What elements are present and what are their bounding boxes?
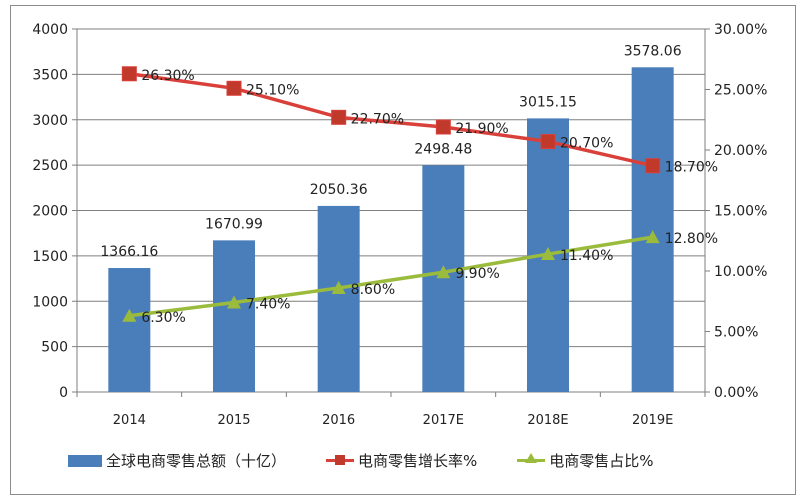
x-tick-label: 2015 (217, 413, 250, 428)
y-right-tick-label: 15.00% (714, 204, 767, 220)
square-marker (645, 158, 661, 174)
y-left-tick-label: 500 (41, 340, 68, 356)
bar-data-label: 2498.48 (414, 141, 472, 157)
y-right-tick-label: 25.00% (714, 83, 767, 99)
y-left-tick-label: 1500 (32, 249, 68, 265)
square-marker (121, 66, 137, 82)
legend-swatch-line (517, 453, 546, 463)
x-tick-label: 2017E (423, 413, 464, 428)
square-marker (435, 119, 451, 135)
series-line (129, 72, 654, 168)
y-left-tick-label: 2000 (32, 204, 68, 220)
line-data-label: 8.60% (351, 282, 395, 298)
y-right-tick-label: 30.00% (714, 22, 767, 38)
y-right-tick-label: 20.00% (714, 143, 767, 159)
x-tick-label: 2014 (113, 413, 146, 428)
legend-label: 电商零售占比% (549, 452, 654, 470)
bar-data-label: 1366.16 (100, 244, 158, 260)
line-data-label: 26.30% (141, 68, 194, 84)
legend: 全球电商零售总额（十亿） 电商零售增长率% 电商零售占比% (68, 450, 654, 471)
line-data-label: 21.90% (455, 121, 508, 137)
legend-item-growth: 电商零售增长率% (326, 450, 477, 471)
triangle-marker (331, 280, 346, 294)
line-data-label: 25.10% (246, 82, 299, 98)
triangle-marker (645, 230, 660, 244)
x-tick-label: 2016 (322, 413, 355, 428)
bar (317, 205, 360, 392)
line-data-label: 22.70% (351, 111, 404, 127)
chart-frame (10, 5, 796, 495)
line-data-label: 18.70% (665, 160, 718, 176)
y-left-tick-label: 4000 (32, 22, 68, 38)
bar (213, 240, 255, 392)
triangle-marker (541, 247, 555, 261)
legend-item-share: 电商零售占比% (517, 450, 654, 471)
bar-data-label: 1670.99 (205, 216, 263, 232)
triangle-marker (122, 308, 137, 322)
line-data-label: 12.80% (665, 231, 718, 247)
y-right-tick-label: 5.00% (714, 325, 758, 341)
triangle-marker (227, 295, 241, 309)
y-left-tick-label: 1000 (32, 294, 68, 310)
y-left-tick-label: 3000 (32, 113, 68, 129)
legend-item-total: 全球电商零售总额（十亿） (68, 450, 286, 471)
bar-data-label: 3015.15 (519, 94, 577, 110)
legend-label: 电商零售增长率% (358, 452, 478, 470)
y-left-tick-label: 0 (59, 385, 68, 401)
line-data-label: 11.40% (560, 248, 613, 264)
y-right-tick-label: 10.00% (714, 264, 767, 280)
line-data-label: 6.30% (141, 310, 185, 326)
legend-swatch-line (326, 455, 355, 465)
x-tick-label: 2019E (632, 413, 673, 428)
bar (631, 67, 674, 393)
line-data-label: 9.90% (455, 266, 499, 282)
square-marker (540, 134, 556, 150)
bar-data-label: 2050.36 (310, 182, 368, 198)
series-line (129, 235, 653, 318)
bar-data-label: 3578.06 (624, 43, 682, 59)
square-marker (331, 109, 347, 125)
bar (108, 268, 151, 392)
square-marker (226, 80, 242, 96)
line-data-label: 7.40% (246, 296, 290, 312)
triangle-marker (436, 265, 451, 279)
x-tick-label: 2018E (527, 413, 568, 428)
y-right-tick-label: 0.00% (714, 385, 758, 401)
bar (422, 165, 465, 392)
y-left-tick-label: 2500 (32, 158, 68, 174)
line-data-label: 20.70% (560, 136, 613, 152)
legend-swatch-bar (68, 454, 102, 467)
legend-label: 全球电商零售总额（十亿） (106, 452, 287, 470)
y-left-tick-label: 3500 (32, 67, 68, 83)
